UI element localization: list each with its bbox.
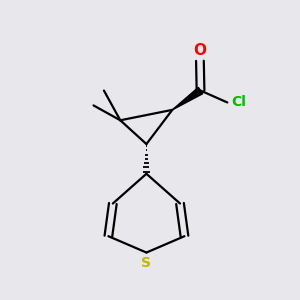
Text: Cl: Cl bbox=[231, 95, 246, 110]
Polygon shape bbox=[172, 87, 203, 110]
Text: O: O bbox=[194, 43, 206, 58]
Text: S: S bbox=[141, 256, 152, 270]
